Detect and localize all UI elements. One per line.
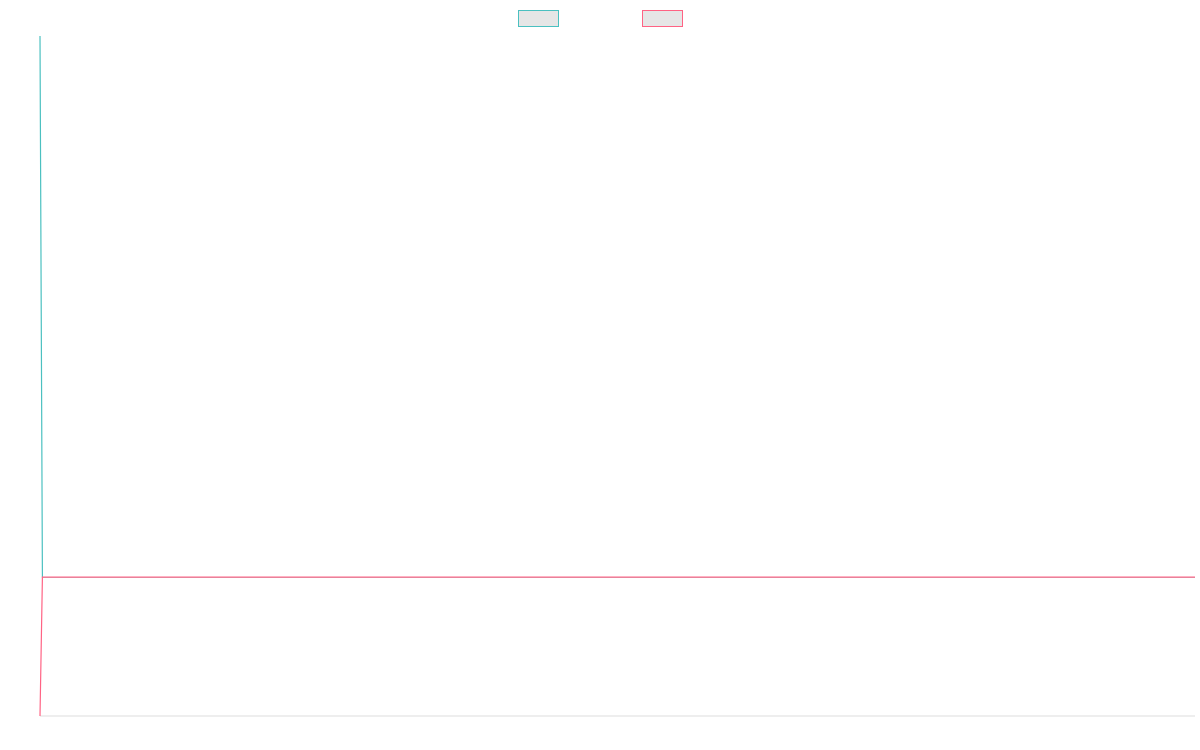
legend-swatch-2[interactable] — [642, 10, 683, 27]
series-line-2 — [39, 576, 1195, 717]
legend[interactable] — [518, 10, 683, 27]
series-line-1 — [39, 35, 1195, 578]
series-group — [39, 35, 1195, 717]
legend-swatch-1[interactable] — [518, 10, 559, 27]
